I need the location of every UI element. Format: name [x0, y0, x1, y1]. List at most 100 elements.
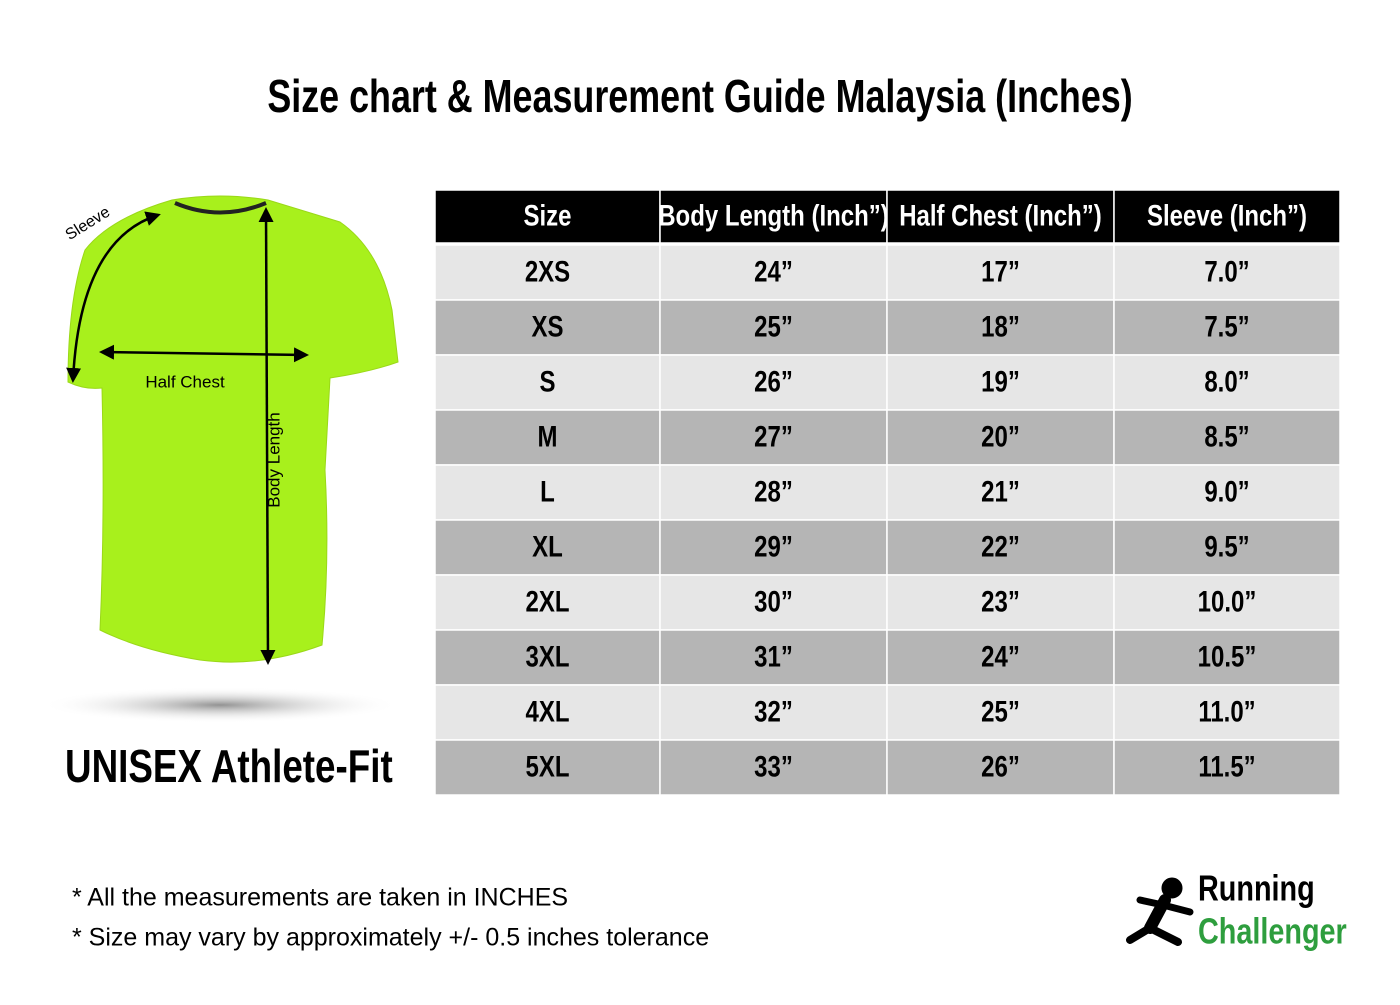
cell-text: 24”: [754, 254, 793, 288]
cell-text: 21”: [981, 474, 1020, 508]
cell-group: Size: [523, 198, 571, 232]
cell-text: 7.0”: [1204, 254, 1249, 288]
cell-group: 22”: [981, 529, 1020, 563]
cell: [886, 354, 1115, 411]
cell-group: 8.5”: [1204, 419, 1249, 453]
cell: [886, 409, 1115, 466]
cell: [434, 244, 661, 301]
cell-text: 5XL: [525, 749, 569, 783]
cell-text: 4XL: [525, 694, 569, 728]
cell-group: 4XL: [525, 694, 569, 728]
note: * Size may vary by approximately +/- 0.5…: [72, 924, 709, 952]
cell: [659, 354, 888, 411]
cell-group: 32”: [754, 694, 793, 728]
cell-group: Sleeve (Inch”): [1147, 198, 1307, 232]
cell-text: 11.5”: [1198, 749, 1255, 783]
cell-group: 25”: [981, 694, 1020, 728]
cell-group: 23”: [981, 584, 1020, 618]
cell-group: L: [540, 474, 555, 508]
cell-text: 32”: [754, 694, 793, 728]
cell-text: 19”: [981, 364, 1020, 398]
cell-group: XS: [531, 309, 563, 343]
cell: [434, 739, 661, 796]
cell-group: 5XL: [525, 749, 569, 783]
cell-text: M: [538, 419, 558, 453]
logo-text: Challenger: [1198, 910, 1347, 951]
cell: [1113, 739, 1341, 796]
cell-group: Half Chest (Inch”): [899, 198, 1102, 232]
cell-group: 7.5”: [1204, 309, 1249, 343]
cell-text: XL: [532, 529, 563, 563]
fit-label: UNISEX Athlete-Fit: [65, 740, 393, 792]
cell-text: 11.0”: [1198, 694, 1255, 728]
header-text: Half Chest (Inch”): [899, 198, 1102, 232]
cell-group: 24”: [981, 639, 1020, 673]
cell-text: 18”: [981, 309, 1020, 343]
size-table: Size Body Length (Inch”) Half Chest (Inch”…: [434, 189, 1341, 796]
cell-text: 17”: [981, 254, 1020, 288]
cell: [886, 684, 1115, 741]
chest-label: Half Chest: [145, 372, 225, 391]
cell-group: 29”: [754, 529, 793, 563]
header-text: Size: [523, 198, 571, 232]
header-cell: [886, 189, 1115, 244]
cell: [886, 464, 1115, 521]
cell-text: 2XS: [525, 254, 570, 288]
cell-group: 2XS: [525, 254, 570, 288]
cell-text: XS: [531, 309, 563, 343]
cell: [1113, 244, 1341, 301]
cell-text: 22”: [981, 529, 1020, 563]
cell-group: 26”: [981, 749, 1020, 783]
cell: [886, 299, 1115, 356]
cell: [659, 244, 888, 301]
cell-group: 27”: [754, 419, 793, 453]
cell-group: 10.5”: [1198, 639, 1257, 673]
header-cell: [434, 189, 661, 244]
cell-text: 20”: [981, 419, 1020, 453]
cell-text: 30”: [754, 584, 793, 618]
cell-group: 9.5”: [1204, 529, 1249, 563]
cell-text: L: [540, 474, 555, 508]
cell-text: 7.5”: [1204, 309, 1249, 343]
cell-text: 10.5”: [1198, 639, 1257, 673]
note: * All the measurements are taken in INCH…: [72, 884, 568, 912]
cell: [1113, 629, 1341, 686]
cell-group: Body Length (Inch”): [658, 198, 889, 232]
cell-group: 7.0”: [1204, 254, 1249, 288]
length-arrow: [258, 207, 276, 665]
cell-text: 9.0”: [1204, 474, 1249, 508]
cell-group: 9.0”: [1204, 474, 1249, 508]
title: Size chart & Measurement Guide Malaysia …: [267, 71, 1132, 122]
cell-group: M: [538, 419, 558, 453]
cell-text: 10.0”: [1198, 584, 1257, 618]
length-label: Body Length: [264, 412, 283, 507]
cell-group: 28”: [754, 474, 793, 508]
cell-group: 3XL: [525, 639, 569, 673]
cell-group: S: [539, 364, 555, 398]
cell-group: 11.0”: [1198, 694, 1255, 728]
logo-text: Running: [1198, 867, 1315, 908]
cell-group: 18”: [981, 309, 1020, 343]
shirt-shadow: [40, 687, 400, 723]
cell: [1113, 354, 1341, 411]
cell-text: 3XL: [525, 639, 569, 673]
cell-group: 31”: [754, 639, 793, 673]
cell: [1113, 574, 1341, 631]
cell: [659, 629, 888, 686]
header-text: Body Length (Inch”): [658, 198, 889, 232]
cell-text: 25”: [981, 694, 1020, 728]
cell: [434, 409, 661, 466]
cell-group: 24”: [754, 254, 793, 288]
cell-text: 8.0”: [1204, 364, 1249, 398]
cell-group: 19”: [981, 364, 1020, 398]
cell-text: 29”: [754, 529, 793, 563]
cell: [434, 629, 661, 686]
cell-text: 2XL: [525, 584, 569, 618]
cell-text: 26”: [981, 749, 1020, 783]
header-text: Sleeve (Inch”): [1147, 198, 1307, 232]
cell-group: 25”: [754, 309, 793, 343]
cell-text: 9.5”: [1204, 529, 1249, 563]
cell-text: 27”: [754, 419, 793, 453]
cell: [659, 574, 888, 631]
